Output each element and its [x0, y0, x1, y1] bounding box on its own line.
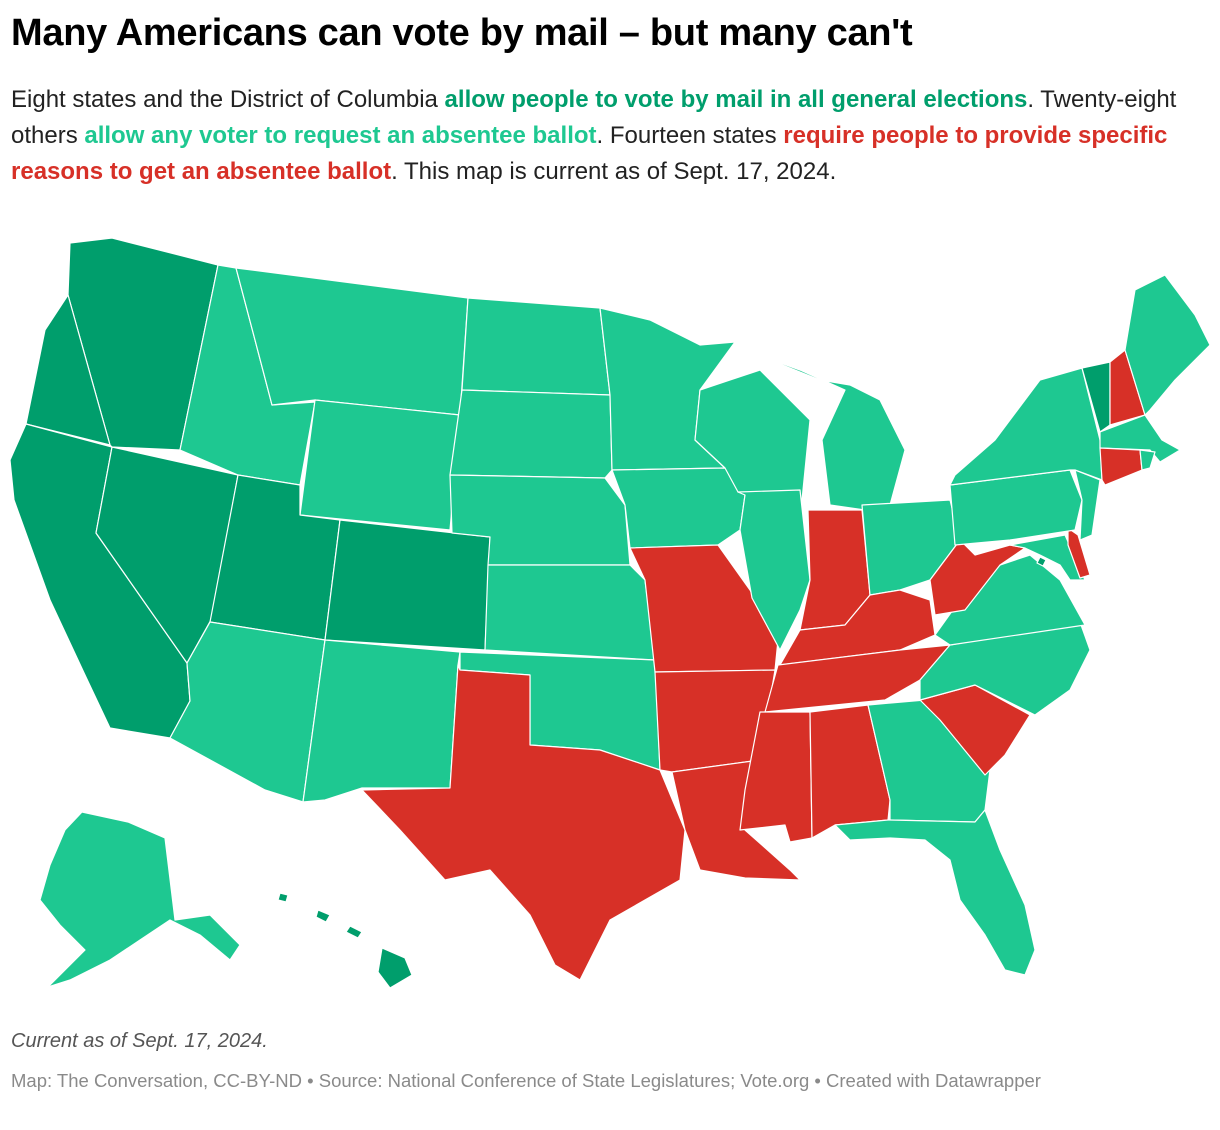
- state-AK[interactable]: [39, 811, 241, 988]
- state-IL[interactable]: [737, 489, 811, 651]
- description-text-4: . This map is current as of Sept. 17, 20…: [391, 158, 837, 185]
- state-HI[interactable]: [277, 892, 413, 989]
- description-text-1: Eight states and the District of Columbi…: [11, 86, 445, 113]
- state-NY[interactable]: [949, 367, 1103, 486]
- state-MT[interactable]: [235, 267, 469, 416]
- state-DC[interactable]: [1036, 556, 1047, 567]
- state-FL[interactable]: [834, 809, 1036, 976]
- state-SD[interactable]: [449, 389, 613, 479]
- state-DE[interactable]: [1067, 527, 1091, 579]
- state-RI[interactable]: [1139, 449, 1156, 471]
- description-text-3: . Fourteen states: [596, 122, 784, 149]
- chart-description: Eight states and the District of Columbi…: [11, 82, 1206, 190]
- us-map: [9, 237, 1211, 989]
- chart-notes: Current as of Sept. 17, 2024.: [11, 1030, 268, 1052]
- state-ME[interactable]: [1124, 274, 1211, 416]
- state-IA[interactable]: [611, 467, 746, 549]
- state-ND[interactable]: [461, 297, 611, 396]
- state-NC[interactable]: [919, 621, 1091, 716]
- state-CT[interactable]: [1099, 447, 1143, 486]
- state-TX[interactable]: [361, 664, 686, 981]
- legend-all-mail-label: allow people to vote by mail in all gene…: [444, 86, 1028, 113]
- state-WY[interactable]: [299, 399, 461, 531]
- state-NM[interactable]: [302, 639, 461, 803]
- description-text-2: . Twenty-eight others: [11, 86, 1177, 149]
- legend-any-absentee-label: allow any voter to request an absentee b…: [84, 122, 597, 149]
- state-KS[interactable]: [484, 564, 656, 661]
- legend-excuse-required-label: require people to provide specific reaso…: [11, 122, 1168, 185]
- state-MO[interactable]: [629, 544, 779, 673]
- chart-title: Many Americans can vote by mail – but ma…: [11, 12, 913, 54]
- chart-footer: Map: The Conversation, CC-BY-ND • Source…: [11, 1070, 1041, 1091]
- state-CO[interactable]: [324, 519, 491, 651]
